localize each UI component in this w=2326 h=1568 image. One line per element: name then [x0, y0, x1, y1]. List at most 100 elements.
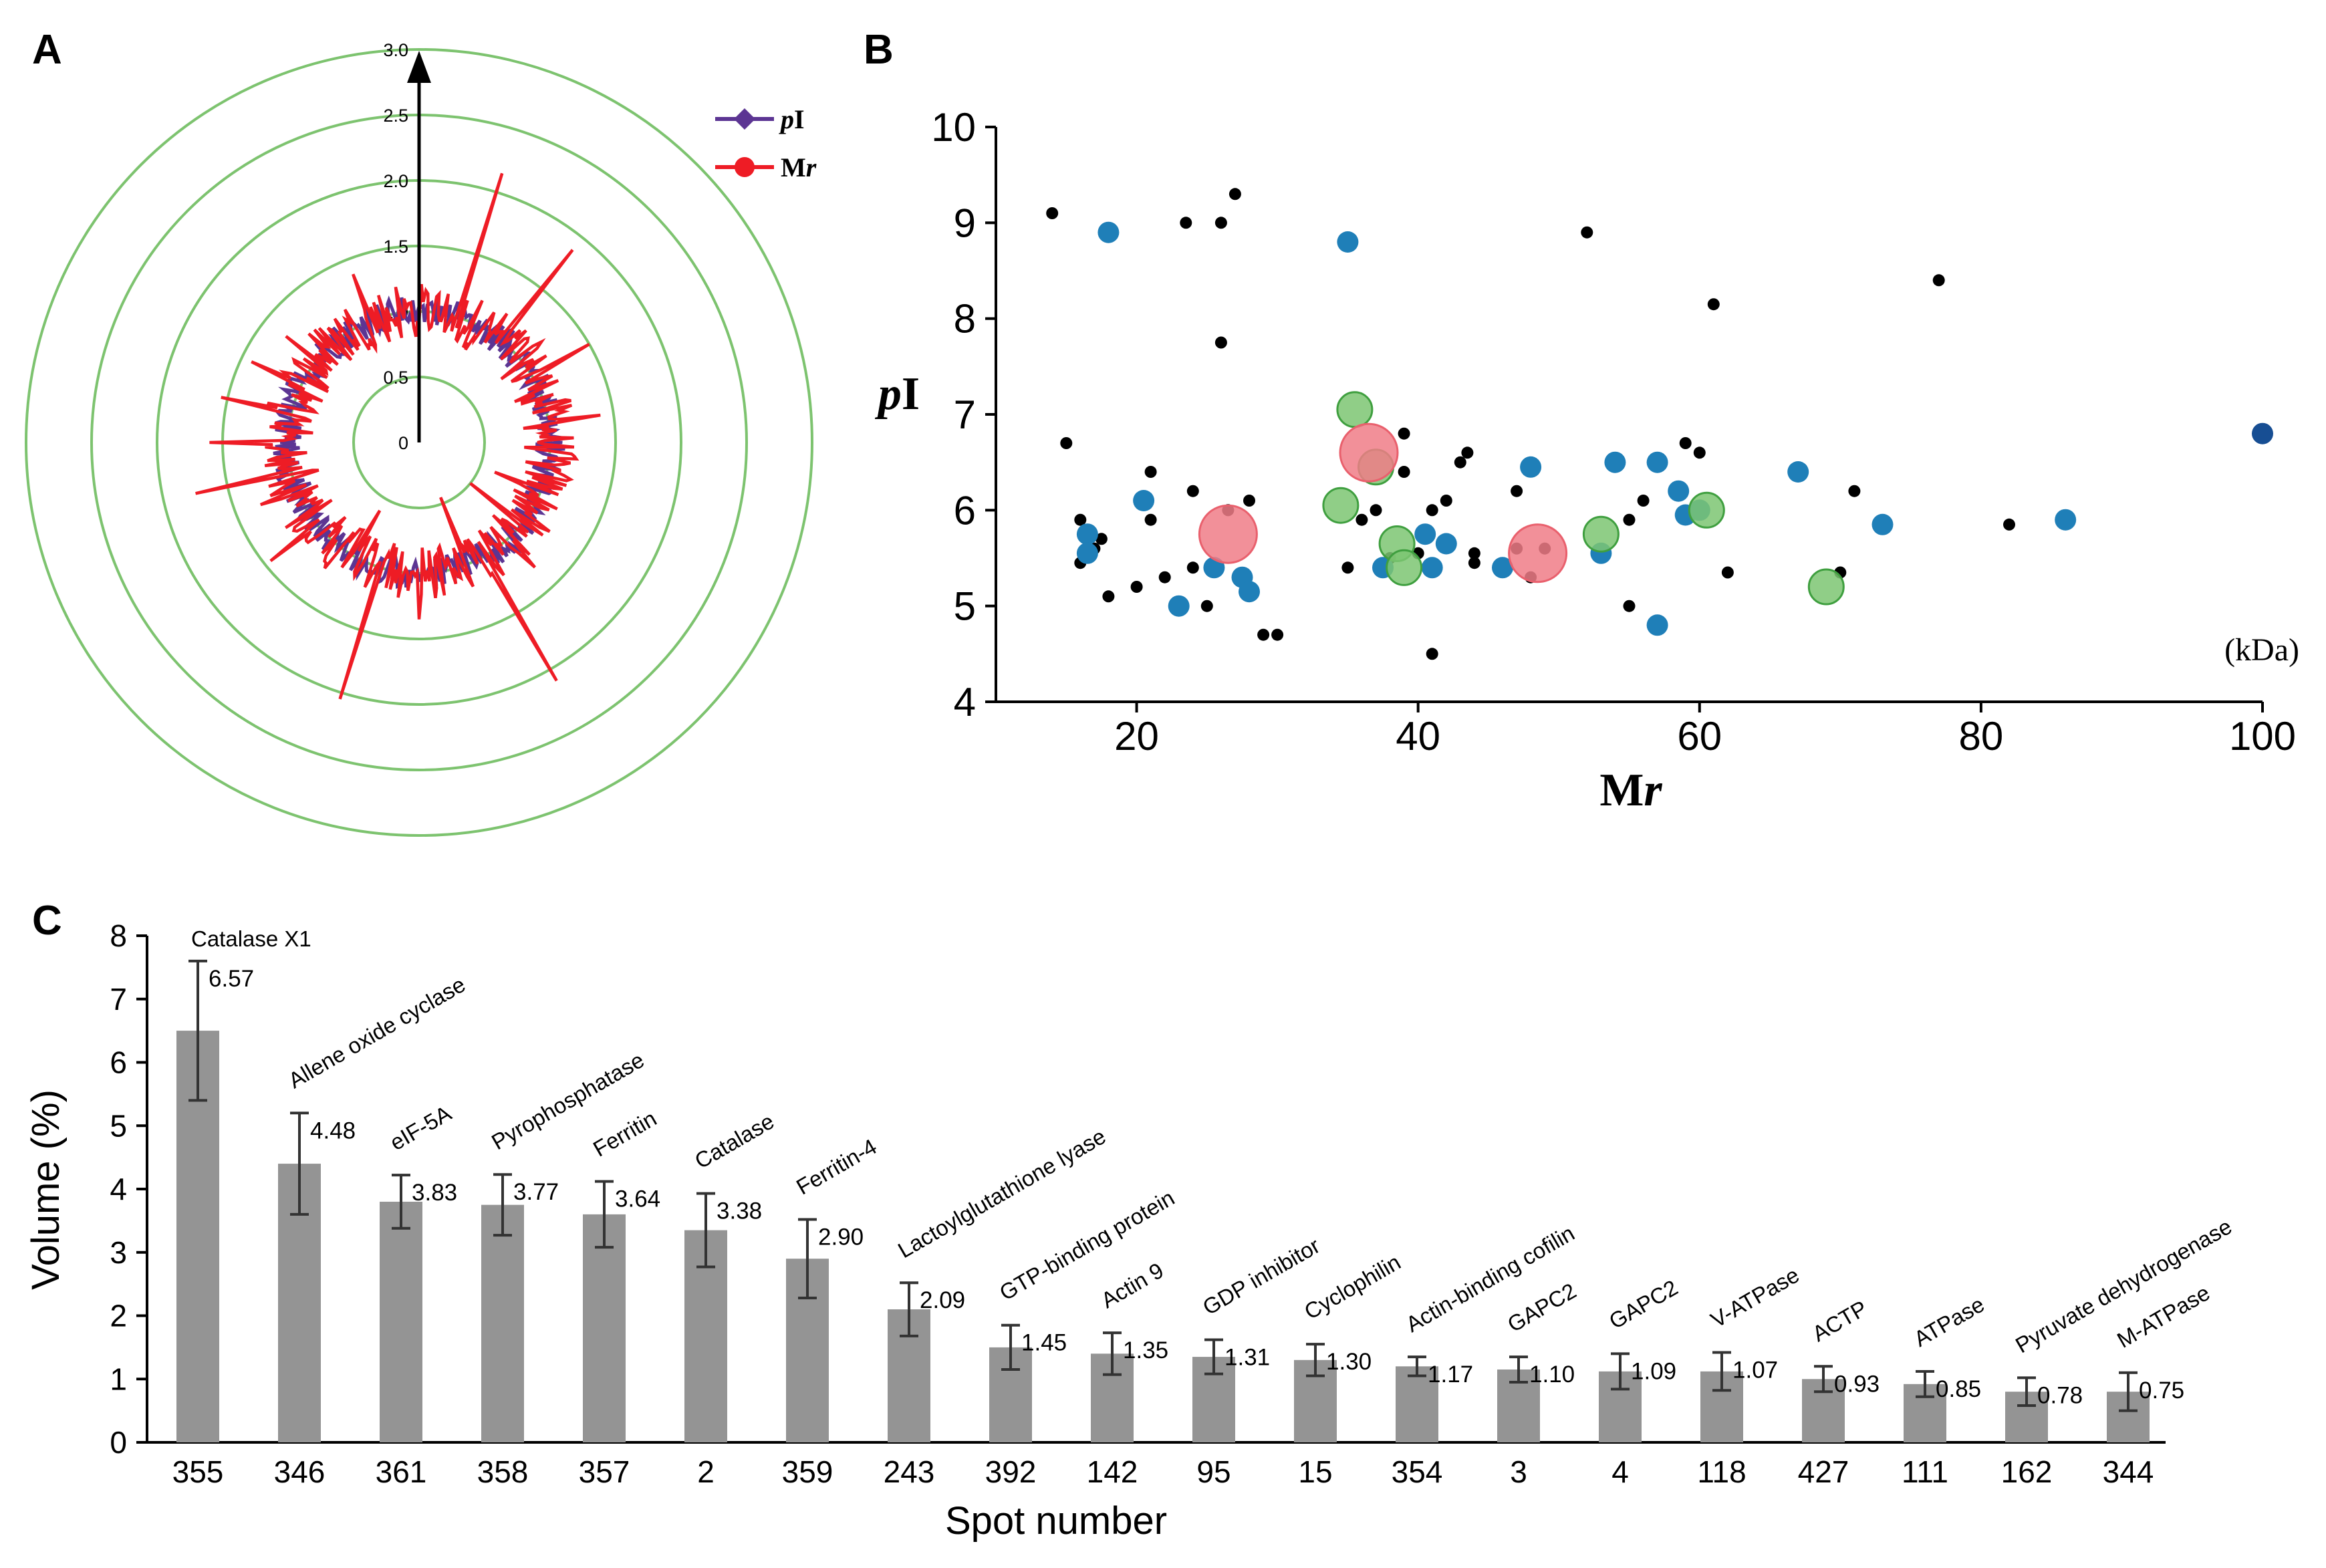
x-tick-label: 162: [2001, 1454, 2053, 1489]
x-tick-label: 346: [274, 1454, 326, 1489]
scatter-point-pink: [1339, 422, 1399, 483]
legend-pI-label: pI: [779, 104, 805, 134]
x-axis-label: Mr: [1599, 765, 1662, 816]
scatter-point-black: [1186, 561, 1199, 574]
scatter-point-black: [1370, 504, 1382, 517]
scatter-point-green: [1336, 391, 1374, 428]
radar-tick-label: 1.5: [383, 237, 408, 257]
x-tick-label: 361: [376, 1454, 427, 1489]
ratio-label: 4.48: [310, 1118, 356, 1144]
scatter-point-blue: [1492, 557, 1513, 579]
protein-label: Cyclophilin: [1300, 1249, 1405, 1324]
scatter-point-black: [1214, 217, 1227, 229]
scatter-point-green: [1688, 491, 1725, 529]
y-tick-label: 0: [110, 1425, 127, 1460]
ratio-label: 1.31: [1224, 1345, 1270, 1371]
scatter-point-black: [1721, 566, 1734, 579]
ratio-label: 3.77: [513, 1179, 559, 1205]
scatter-point-green: [1582, 515, 1620, 553]
scatter-point-blue: [1076, 523, 1098, 545]
scatter-point-blue: [1646, 451, 1668, 473]
scatter-point-black: [1848, 485, 1861, 497]
scatter-point-black: [1468, 557, 1480, 569]
bar-357: [583, 1214, 626, 1442]
x-tick-label: 20: [1114, 714, 1159, 759]
x-tick-label: 427: [1798, 1454, 1849, 1489]
x-tick-label: 118: [1697, 1454, 1746, 1489]
scatter-point-black: [1707, 298, 1720, 311]
scatter-point-black: [1214, 336, 1227, 349]
radar-tick-label: 0: [398, 433, 408, 453]
y-tick-label: 7: [954, 392, 976, 437]
y-tick-label: 2: [110, 1299, 127, 1333]
ratio-label: 3.64: [615, 1186, 660, 1212]
scatter-point-black: [1180, 217, 1192, 229]
legend-Mr-marker: [735, 157, 755, 177]
unit-label: (kDa): [2224, 632, 2299, 668]
scatter-chart: 4 5 6 7 8 9 10 20 40 60 80 100 (kDa) Mr pI: [875, 105, 2299, 816]
scatter-point-black: [1440, 495, 1452, 507]
ratio-label: 6.57: [209, 966, 254, 992]
scatter-point-blue: [1871, 513, 1894, 535]
ratio-label: 3.38: [717, 1198, 762, 1224]
radar-tick-label: 2.5: [383, 106, 408, 126]
panel-label-c: C: [32, 898, 62, 944]
y-axis-label: Volume (%): [24, 1089, 68, 1290]
scatter-point-blue: [1435, 533, 1457, 555]
x-tick-label: 344: [2103, 1454, 2154, 1489]
scatter-point-blue: [1668, 480, 1690, 502]
ratio-label: 2.90: [818, 1224, 864, 1250]
scatter-point-black: [1454, 456, 1466, 469]
scatter-point-black: [1060, 437, 1073, 449]
protein-label: Ferritin-4: [792, 1134, 881, 1199]
ratio-label: 1.09: [1631, 1358, 1676, 1384]
x-tick-label: 392: [985, 1454, 1037, 1489]
x-tick-label: 243: [884, 1454, 935, 1489]
scatter-point-black: [1200, 600, 1213, 612]
scatter-point-black: [1271, 628, 1284, 641]
scatter-point-black: [1637, 495, 1650, 507]
panel-label-a: A: [32, 27, 62, 73]
ratio-label: 2.09: [920, 1287, 965, 1313]
y-tick-label: 5: [110, 1108, 127, 1143]
scatter-point-black: [1693, 446, 1706, 459]
y-tick-label: 7: [110, 982, 127, 1017]
scatter-point-black: [1158, 571, 1171, 583]
y-tick-label: 8: [954, 297, 976, 342]
y-tick-label: 10: [931, 105, 976, 150]
scatter-point-black: [1398, 466, 1410, 478]
x-tick-label: 80: [1959, 714, 2004, 759]
ratio-label: 0.78: [2037, 1382, 2083, 1408]
x-tick-label: 357: [579, 1454, 630, 1489]
legend-pI-marker: [734, 108, 755, 130]
scatter-point-blue: [1239, 581, 1260, 603]
y-tick-label: 3: [110, 1235, 127, 1270]
y-tick-label: 6: [954, 488, 976, 533]
protein-label: ACTP: [1808, 1295, 1871, 1346]
scatter-point-black: [1144, 513, 1157, 526]
ratio-label: 1.10: [1529, 1361, 1575, 1388]
scatter-point-black: [1426, 504, 1438, 517]
scatter-point-black: [1341, 561, 1354, 574]
scatter-point-pink: [1198, 504, 1258, 564]
scatter-point-black: [1046, 207, 1059, 219]
ratio-label: 0.85: [1936, 1376, 1981, 1402]
scatter-point-black: [1257, 628, 1270, 641]
x-tick-label: 60: [1677, 714, 1722, 759]
y-tick-label: 8: [110, 918, 127, 953]
scatter-point-black: [1130, 581, 1143, 593]
protein-label: eIF-5A: [386, 1101, 455, 1156]
panel-label-b: B: [864, 27, 894, 73]
scatter-point-black: [1511, 485, 1523, 497]
bar-358: [481, 1204, 524, 1442]
ratio-label: 0.93: [1834, 1371, 1880, 1397]
y-tick-label: 5: [954, 584, 976, 629]
scatter-point-pink: [1508, 523, 1568, 583]
scatter-point-black: [1243, 495, 1255, 507]
x-tick-label: 359: [782, 1454, 833, 1489]
scatter-point-black: [1932, 274, 1945, 287]
series-Mr-line: [195, 172, 601, 700]
scatter-point-blue: [1337, 231, 1359, 253]
